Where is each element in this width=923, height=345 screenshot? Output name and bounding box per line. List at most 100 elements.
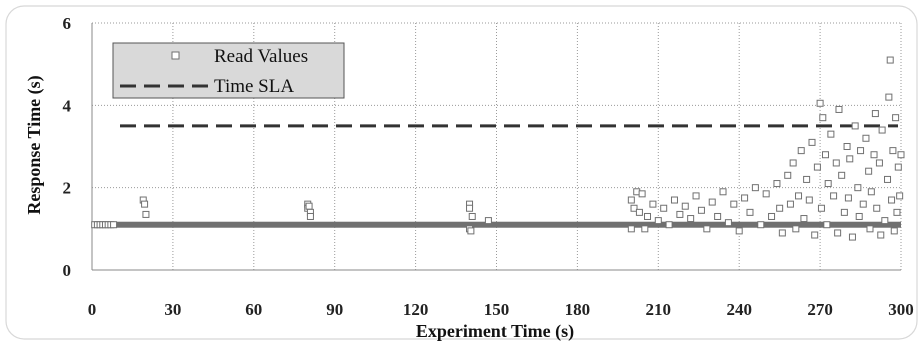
read-value-point	[644, 212, 652, 220]
read-value-point	[897, 151, 905, 159]
read-value-point	[888, 196, 896, 204]
read-value-point	[817, 204, 825, 212]
read-value-point	[894, 163, 902, 171]
read-value-point	[751, 184, 759, 192]
read-value-point	[484, 217, 492, 225]
read-value-point	[741, 194, 749, 202]
read-value-point	[823, 221, 831, 229]
read-value-point	[848, 233, 856, 241]
y-tick-label: 4	[63, 96, 72, 115]
read-value-point	[649, 200, 657, 208]
read-value-point	[735, 227, 743, 235]
read-value-point	[838, 171, 846, 179]
read-value-point	[714, 212, 722, 220]
read-value-point	[776, 204, 784, 212]
read-value-point	[730, 200, 738, 208]
read-value-point	[800, 215, 808, 223]
x-tick-label: 0	[88, 300, 97, 319]
read-value-point	[867, 188, 875, 196]
x-axis-title: Experiment Time (s)	[416, 321, 574, 342]
read-value-point	[670, 196, 678, 204]
read-value-point	[746, 208, 754, 216]
read-value-point	[824, 180, 832, 188]
read-value-point	[692, 192, 700, 200]
x-tick-label: 270	[807, 300, 833, 319]
read-value-point	[687, 215, 695, 223]
read-value-point	[846, 155, 854, 163]
read-value-point	[834, 229, 842, 237]
x-tick-label: 120	[403, 300, 429, 319]
legend-marker-read-values	[171, 51, 180, 60]
read-value-point	[893, 208, 901, 216]
read-value-point	[803, 175, 811, 183]
read-value-point	[789, 159, 797, 167]
read-value-point	[681, 202, 689, 210]
read-value-point	[724, 219, 732, 227]
x-tick-label: 30	[164, 300, 181, 319]
read-value-point	[305, 202, 313, 210]
read-value-point	[843, 143, 851, 150]
read-value-point	[877, 231, 885, 239]
read-value-point	[786, 200, 794, 208]
read-value-point	[627, 225, 635, 233]
read-value-point	[654, 217, 662, 225]
read-value-point	[697, 206, 705, 214]
read-value-point	[886, 56, 894, 64]
y-tick-label: 0	[63, 261, 72, 280]
read-value-point	[889, 147, 897, 155]
read-value-point	[881, 217, 889, 225]
read-value-point	[141, 200, 149, 208]
read-value-point	[873, 204, 881, 212]
read-value-point	[830, 192, 838, 200]
read-value-point	[795, 192, 803, 200]
read-value-point	[854, 184, 862, 192]
y-axis-title: Response Time (s)	[24, 75, 45, 214]
read-value-point	[306, 212, 314, 220]
read-value-point	[708, 198, 716, 206]
read-value-point	[778, 229, 786, 237]
read-value-point	[857, 147, 865, 155]
read-value-point	[871, 110, 879, 118]
x-tick-label: 240	[726, 300, 752, 319]
read-value-point	[142, 210, 150, 218]
read-value-point	[878, 126, 886, 134]
x-tick-label: 180	[565, 300, 591, 319]
read-value-point	[630, 204, 638, 212]
read-value-point	[884, 175, 892, 183]
read-value-point	[866, 225, 874, 233]
read-value-point	[813, 163, 821, 171]
grid	[92, 22, 902, 270]
y-tick-label: 6	[63, 14, 72, 33]
read-values-baseline-band	[92, 221, 901, 228]
read-value-point	[821, 151, 829, 159]
x-tick-label: 300	[888, 300, 914, 319]
read-value-point	[638, 190, 646, 198]
read-value-point	[855, 212, 863, 220]
read-value-point	[865, 167, 873, 175]
read-value-point	[466, 204, 474, 212]
read-value-point	[875, 159, 883, 167]
read-value-point	[719, 188, 727, 196]
read-value-point	[885, 93, 893, 101]
legend: Read Values Time SLA	[112, 42, 345, 99]
read-value-point	[641, 225, 649, 233]
legend-label-time-sla: Time SLA	[214, 76, 294, 97]
read-value-point	[819, 114, 827, 122]
read-value-point	[890, 227, 898, 235]
read-value-point	[627, 196, 635, 204]
x-tick-label: 150	[484, 300, 510, 319]
read-value-point	[808, 138, 816, 146]
read-value-point	[851, 122, 859, 130]
read-value-point	[835, 105, 843, 113]
x-tick-label: 210	[646, 300, 672, 319]
read-value-point	[827, 130, 835, 138]
read-value-point	[892, 114, 900, 122]
read-value-point	[676, 210, 684, 218]
points-layer	[91, 56, 905, 241]
legend-box	[112, 42, 345, 99]
read-value-point	[773, 180, 781, 188]
read-value-point	[859, 200, 867, 208]
read-value-point	[797, 147, 805, 155]
